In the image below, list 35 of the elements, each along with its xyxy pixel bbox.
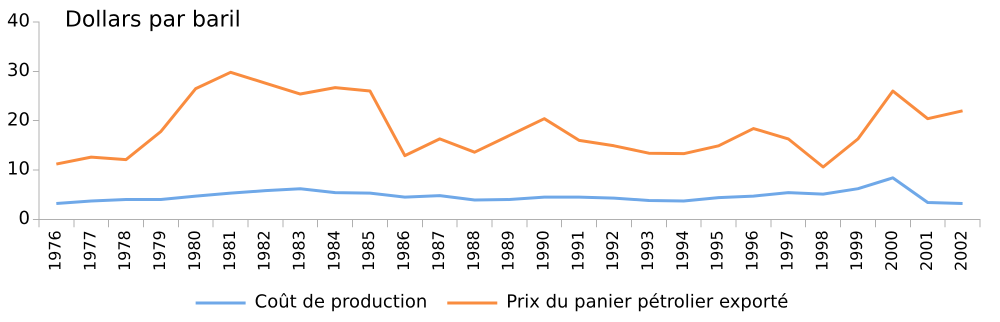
x-tick-label: 1976 [45, 230, 64, 271]
legend-label: Coût de production [254, 292, 428, 313]
y-tick-label: 0 [18, 208, 30, 229]
x-tick-label: 1992 [603, 230, 622, 271]
x-tick-label: 1999 [847, 230, 866, 271]
x-tick-label: 1995 [708, 230, 727, 271]
x-tick-label: 1989 [498, 230, 518, 271]
x-tick-label: 1983 [289, 230, 308, 271]
x-tick-label: 1982 [254, 230, 274, 271]
y-tick-label: 30 [7, 60, 30, 81]
x-tick-label: 1997 [777, 230, 796, 271]
y-tick-label: 40 [7, 10, 30, 32]
x-tick-label: 1990 [533, 230, 552, 271]
x-tick-label: 2000 [882, 230, 902, 271]
x-tick-label: 1979 [150, 230, 170, 271]
x-tick-label: 1977 [80, 230, 100, 271]
x-tick-label: 1998 [812, 230, 832, 271]
x-tick-label: 1985 [359, 230, 378, 271]
chart-title: Dollars par baril [64, 8, 241, 33]
x-tick-label: 1994 [672, 230, 692, 271]
y-tick-label: 20 [7, 109, 30, 130]
x-tick-label: 1987 [428, 230, 448, 271]
x-tick-label: 1984 [324, 230, 344, 271]
x-tick-label: 1996 [742, 230, 762, 271]
x-tick-label: 1978 [115, 230, 134, 271]
x-tick-label: 1993 [638, 230, 658, 271]
x-tick-label: 1991 [568, 230, 588, 271]
y-tick-label: 10 [7, 158, 30, 180]
legend-label: Prix du panier pétrolier exporté [506, 292, 788, 313]
x-tick-label: 1980 [184, 230, 204, 271]
x-tick-label: 1986 [394, 230, 414, 271]
x-tick-label: 1981 [220, 230, 239, 271]
x-tick-label: 2002 [952, 230, 971, 271]
x-tick-label: 2001 [916, 230, 936, 271]
x-tick-label: 1988 [464, 230, 483, 271]
